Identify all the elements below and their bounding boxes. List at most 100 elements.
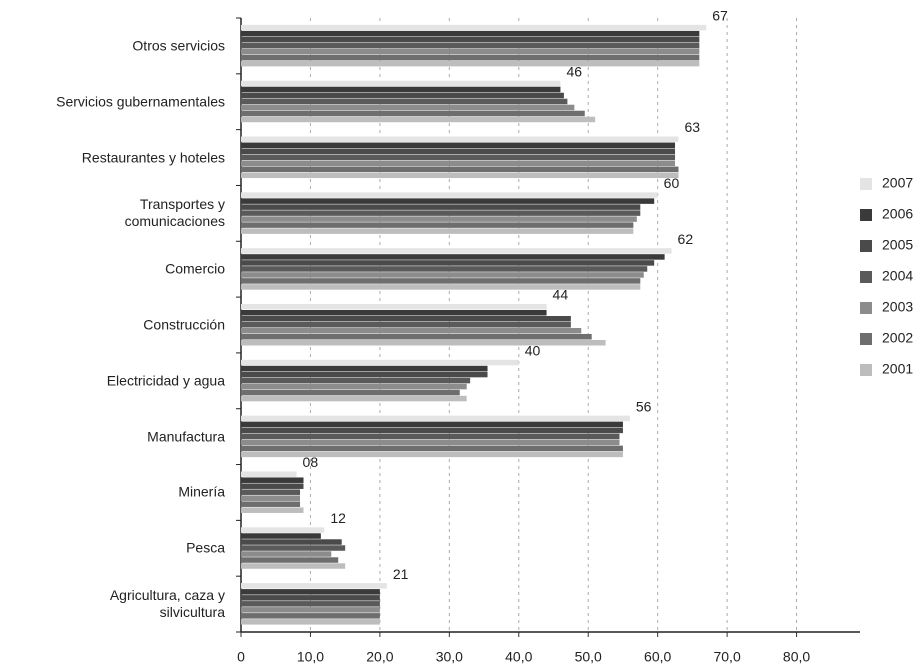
bar [241, 260, 655, 266]
data-label: 67 [712, 8, 728, 24]
bar [241, 154, 676, 161]
bar [241, 172, 679, 179]
bar [241, 377, 471, 384]
bar [241, 228, 634, 234]
bar [241, 248, 672, 254]
legend-label: 2002 [882, 330, 913, 346]
category-label: Servicios gubernamentales [56, 93, 225, 110]
bar [241, 489, 301, 495]
bar [241, 36, 700, 43]
bar [241, 433, 620, 440]
bar [241, 415, 630, 422]
bar [241, 595, 380, 601]
bar [241, 328, 582, 334]
bar [241, 451, 623, 458]
bar [241, 142, 676, 149]
data-label: 40 [525, 343, 541, 359]
x-tick-label: 70,0 [713, 649, 740, 665]
bar [241, 383, 467, 390]
legend-swatch [860, 271, 872, 283]
bar [241, 30, 700, 37]
bar [241, 471, 297, 477]
category-label: Otros servicios [132, 37, 225, 54]
x-tick-label: 10,0 [297, 649, 324, 665]
bar [241, 116, 596, 123]
bar [241, 563, 346, 569]
category-label: Minería [178, 483, 225, 500]
data-label: 21 [393, 566, 409, 582]
legend-label: 2003 [882, 299, 913, 315]
x-tick-label: 40,0 [505, 649, 532, 665]
bar [241, 365, 488, 372]
legend-swatch [860, 302, 872, 314]
bar [241, 192, 658, 198]
data-label: 60 [664, 175, 680, 191]
bar [241, 160, 676, 167]
bar [241, 322, 571, 328]
bar [241, 507, 304, 513]
category-label: Manufactura [147, 428, 225, 445]
legend-label: 2004 [882, 268, 913, 284]
bar [241, 204, 641, 210]
bar [241, 48, 700, 55]
bar [241, 495, 301, 501]
bar [241, 501, 301, 507]
data-label: 62 [678, 231, 694, 247]
bar [241, 539, 342, 545]
bar [241, 198, 655, 204]
data-label: 46 [566, 63, 582, 79]
x-tick-label: 0 [237, 649, 245, 665]
bar [241, 371, 488, 378]
bar [241, 284, 641, 290]
legend-label: 2005 [882, 237, 913, 253]
bar [241, 216, 637, 222]
bar [241, 148, 676, 155]
category-label: Pesca [186, 539, 225, 556]
bar [241, 395, 467, 402]
bar [241, 340, 606, 346]
bar [241, 86, 561, 93]
bar [241, 607, 380, 613]
bar [241, 278, 641, 284]
bar [241, 60, 700, 67]
category-label: Transportes y comunicaciones [124, 196, 225, 230]
bar [241, 272, 644, 278]
category-label: Agricultura, caza y silvicultura [109, 587, 225, 621]
bar [241, 136, 679, 143]
bar [241, 439, 620, 446]
data-label: 63 [685, 119, 701, 135]
bar [241, 583, 387, 589]
bar [241, 24, 707, 31]
bar [241, 389, 460, 396]
data-label: 12 [330, 510, 346, 526]
legend-swatch [860, 209, 872, 221]
bar [241, 104, 575, 111]
data-label: 56 [636, 398, 652, 414]
bar [241, 210, 641, 216]
bar [241, 619, 380, 625]
bar [241, 98, 568, 105]
bar [241, 110, 585, 117]
bar [241, 527, 325, 533]
bar [241, 477, 304, 483]
bar [241, 310, 547, 316]
bar [241, 222, 634, 228]
legend-swatch [860, 364, 872, 376]
x-tick-label: 20,0 [366, 649, 393, 665]
bar [241, 334, 592, 340]
legend-swatch [860, 240, 872, 252]
bar [241, 304, 547, 310]
bar [241, 427, 623, 434]
legend-swatch [860, 333, 872, 345]
bar [241, 92, 564, 99]
x-tick-label: 60,0 [644, 649, 671, 665]
data-label: 08 [303, 454, 319, 470]
bar [241, 254, 665, 260]
category-label: Electricidad y agua [106, 372, 225, 389]
category-label: Restaurantes y hoteles [81, 149, 225, 166]
bar [241, 316, 571, 322]
x-tick-label: 50,0 [575, 649, 602, 665]
category-label: Comercio [165, 260, 225, 277]
